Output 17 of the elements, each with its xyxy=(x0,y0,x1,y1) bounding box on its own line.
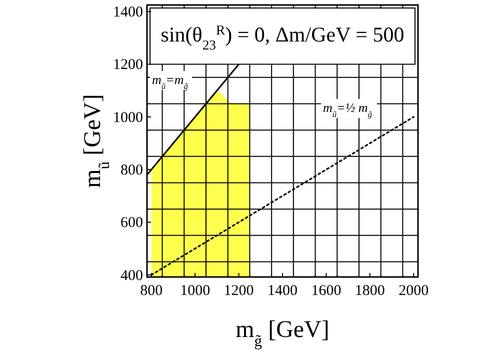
y-tick-label: 600 xyxy=(120,215,143,232)
x-tick-label: 2000 xyxy=(398,283,429,299)
x-tick-label: 1400 xyxy=(268,283,298,299)
x-tick-label: 1600 xyxy=(311,283,342,299)
x-tick-label: 1200 xyxy=(224,283,254,299)
x-tick-label: 800 xyxy=(140,283,163,299)
y-tick-label: 1400 xyxy=(113,4,143,21)
x-tick-label: 1800 xyxy=(354,283,385,299)
y-tick-label: 400 xyxy=(120,268,143,284)
y-tick-label: 1200 xyxy=(113,57,143,74)
y-tick-label: 800 xyxy=(120,162,143,179)
x-tick-label: 1000 xyxy=(180,283,210,299)
y-tick-label: 1000 xyxy=(113,110,143,126)
x-axis-title: m$_{g̃}$ [GeV] xyxy=(236,317,330,350)
text: sin(θ$_{23}$$^{R}$) = 0, Δm/GeV = 500 xyxy=(160,22,404,52)
annotation: m$_{ũ}$=m$_{g̃}$ xyxy=(152,72,189,91)
annotation: m$_{ũ}$=½ m$_{g̃}$ xyxy=(323,100,373,119)
